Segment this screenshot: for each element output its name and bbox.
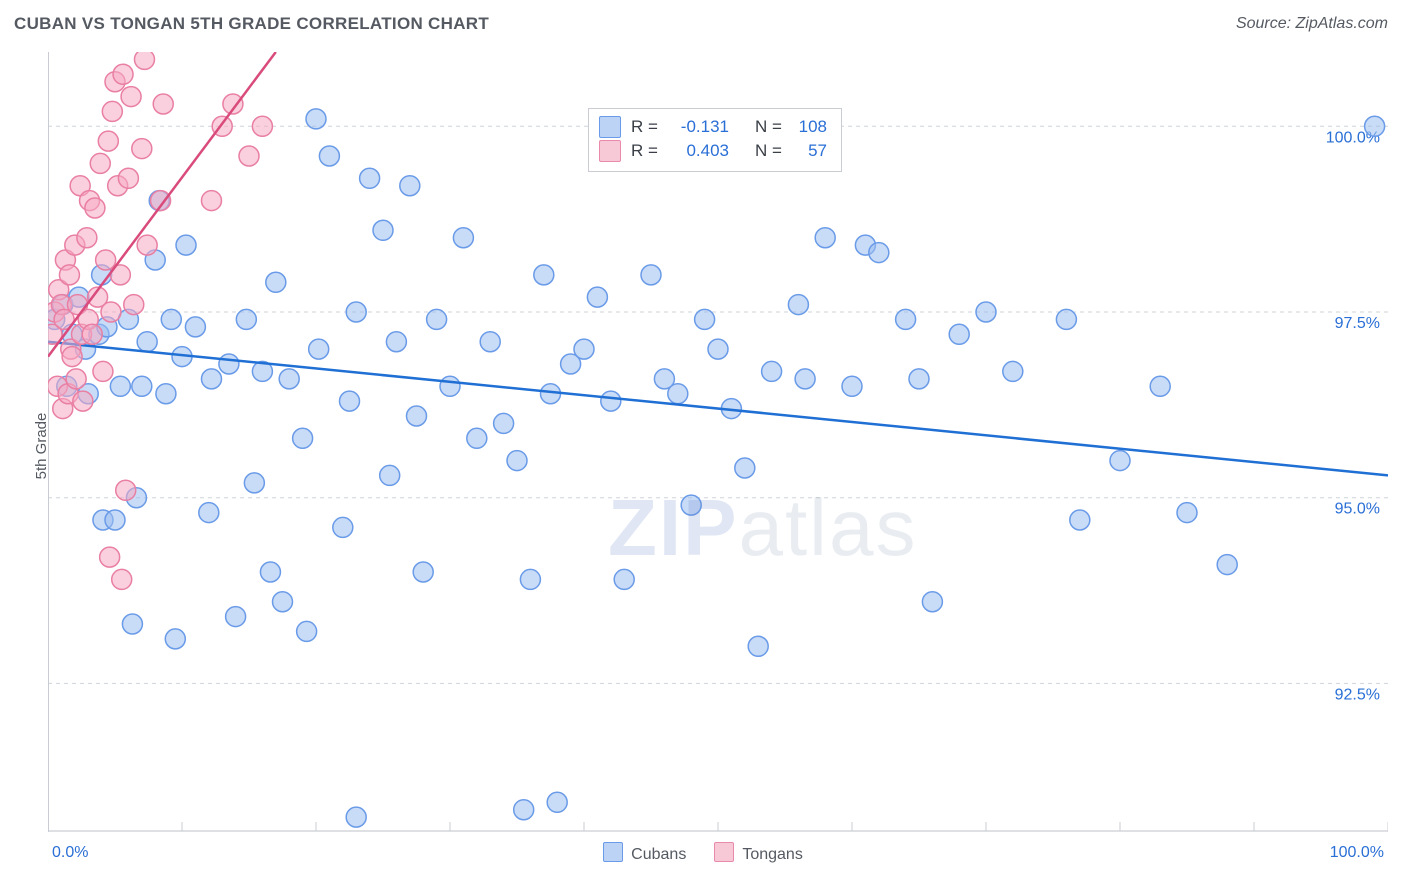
- stat-R-value: -0.131: [669, 115, 729, 139]
- legend-label: Cubans: [631, 846, 686, 863]
- stat-R-value: 0.403: [669, 139, 729, 163]
- legend-label: Tongans: [742, 846, 803, 863]
- chart-plot-area: 92.5%95.0%97.5%100.0% ZIPatlas R =-0.131…: [48, 52, 1388, 832]
- legend-item: Tongans: [714, 842, 803, 864]
- series-swatch-icon: [599, 140, 621, 162]
- stat-R-label: R =: [631, 139, 659, 163]
- source-label: Source: ZipAtlas.com: [1236, 15, 1388, 33]
- svg-text:95.0%: 95.0%: [1335, 501, 1380, 518]
- chart-title: CUBAN VS TONGAN 5TH GRADE CORRELATION CH…: [14, 14, 489, 34]
- stat-N-value: 57: [793, 139, 827, 163]
- stat-N-label: N =: [755, 139, 783, 163]
- stats-row: R = 0.403 N = 57: [599, 139, 827, 163]
- source-name: ZipAtlas.com: [1296, 15, 1388, 32]
- source-prefix: Source:: [1236, 15, 1296, 32]
- legend-swatch-icon: [714, 842, 734, 862]
- legend-item: Cubans: [603, 842, 686, 864]
- stat-N-value: 108: [793, 115, 827, 139]
- stat-R-label: R =: [631, 115, 659, 139]
- correlation-legend-box: R = -0.131 N = 108 R = 0.403 N = 57: [588, 108, 842, 172]
- legend-swatch-icon: [603, 842, 623, 862]
- svg-text:97.5%: 97.5%: [1335, 315, 1380, 332]
- svg-text:92.5%: 92.5%: [1335, 686, 1380, 703]
- series-swatch-icon: [599, 116, 621, 138]
- stat-N-label: N =: [755, 115, 783, 139]
- stats-row: R = -0.131 N = 108: [599, 115, 827, 139]
- series-legend: Cubans Tongans: [0, 842, 1406, 864]
